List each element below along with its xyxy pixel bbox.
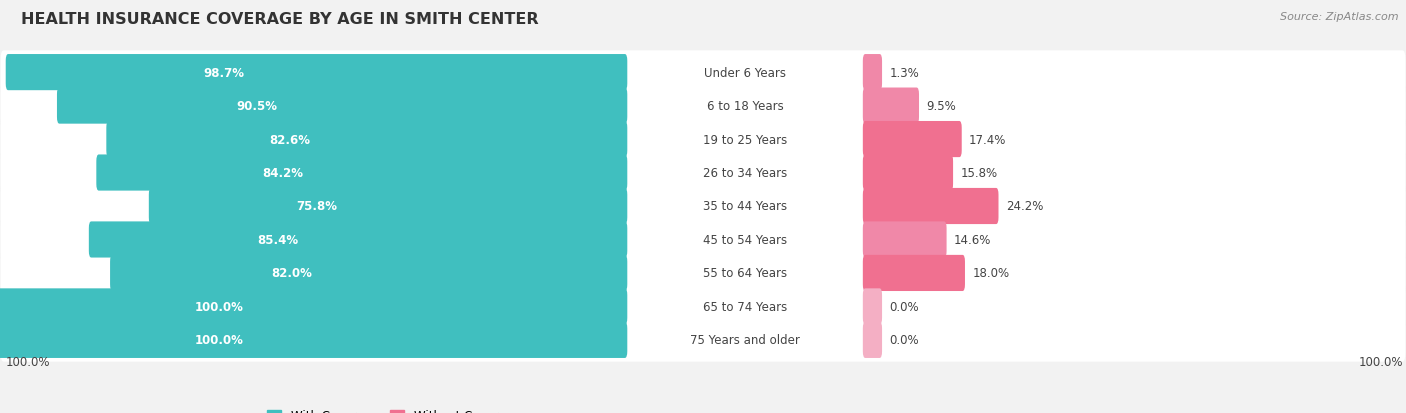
Text: 14.6%: 14.6% (953, 233, 991, 247)
Text: 90.5%: 90.5% (236, 100, 278, 113)
Text: 26 to 34 Years: 26 to 34 Years (703, 166, 787, 180)
Text: 1.3%: 1.3% (889, 66, 920, 79)
FancyBboxPatch shape (0, 252, 1406, 295)
FancyBboxPatch shape (863, 222, 946, 258)
Text: 6 to 18 Years: 6 to 18 Years (707, 100, 783, 113)
FancyBboxPatch shape (149, 188, 627, 225)
Text: 19 to 25 Years: 19 to 25 Years (703, 133, 787, 146)
Text: 100.0%: 100.0% (194, 300, 243, 313)
FancyBboxPatch shape (863, 155, 953, 191)
Text: 85.4%: 85.4% (257, 233, 298, 247)
Text: Under 6 Years: Under 6 Years (704, 66, 786, 79)
FancyBboxPatch shape (863, 55, 882, 91)
FancyBboxPatch shape (89, 222, 627, 258)
FancyBboxPatch shape (6, 55, 627, 91)
Text: 100.0%: 100.0% (6, 355, 51, 368)
Text: 82.6%: 82.6% (269, 133, 309, 146)
FancyBboxPatch shape (0, 289, 627, 325)
FancyBboxPatch shape (110, 255, 627, 291)
Text: 84.2%: 84.2% (263, 166, 304, 180)
FancyBboxPatch shape (0, 118, 1406, 161)
FancyBboxPatch shape (863, 188, 998, 225)
Text: 0.0%: 0.0% (889, 300, 920, 313)
FancyBboxPatch shape (58, 88, 627, 124)
FancyBboxPatch shape (107, 122, 627, 158)
Text: 15.8%: 15.8% (960, 166, 997, 180)
FancyBboxPatch shape (863, 122, 962, 158)
Text: 18.0%: 18.0% (972, 267, 1010, 280)
FancyBboxPatch shape (0, 285, 1406, 328)
FancyBboxPatch shape (863, 255, 965, 291)
Text: 35 to 44 Years: 35 to 44 Years (703, 200, 787, 213)
FancyBboxPatch shape (0, 51, 1406, 95)
FancyBboxPatch shape (0, 152, 1406, 195)
Legend: With Coverage, Without Coverage: With Coverage, Without Coverage (263, 404, 524, 413)
Text: 9.5%: 9.5% (927, 100, 956, 113)
Text: 17.4%: 17.4% (969, 133, 1007, 146)
FancyBboxPatch shape (0, 185, 1406, 228)
FancyBboxPatch shape (0, 322, 627, 358)
Text: 100.0%: 100.0% (194, 334, 243, 347)
FancyBboxPatch shape (863, 289, 882, 325)
FancyBboxPatch shape (0, 218, 1406, 261)
FancyBboxPatch shape (0, 85, 1406, 128)
FancyBboxPatch shape (863, 88, 920, 124)
Text: 100.0%: 100.0% (1360, 355, 1403, 368)
FancyBboxPatch shape (863, 322, 882, 358)
Text: 75.8%: 75.8% (297, 200, 337, 213)
Text: Source: ZipAtlas.com: Source: ZipAtlas.com (1281, 12, 1399, 22)
FancyBboxPatch shape (97, 155, 627, 191)
Text: 55 to 64 Years: 55 to 64 Years (703, 267, 787, 280)
Text: 0.0%: 0.0% (889, 334, 920, 347)
Text: HEALTH INSURANCE COVERAGE BY AGE IN SMITH CENTER: HEALTH INSURANCE COVERAGE BY AGE IN SMIT… (21, 12, 538, 27)
Text: 65 to 74 Years: 65 to 74 Years (703, 300, 787, 313)
Text: 75 Years and older: 75 Years and older (690, 334, 800, 347)
Text: 82.0%: 82.0% (271, 267, 312, 280)
FancyBboxPatch shape (0, 318, 1406, 362)
Text: 24.2%: 24.2% (1005, 200, 1043, 213)
Text: 45 to 54 Years: 45 to 54 Years (703, 233, 787, 247)
Text: 98.7%: 98.7% (204, 66, 245, 79)
